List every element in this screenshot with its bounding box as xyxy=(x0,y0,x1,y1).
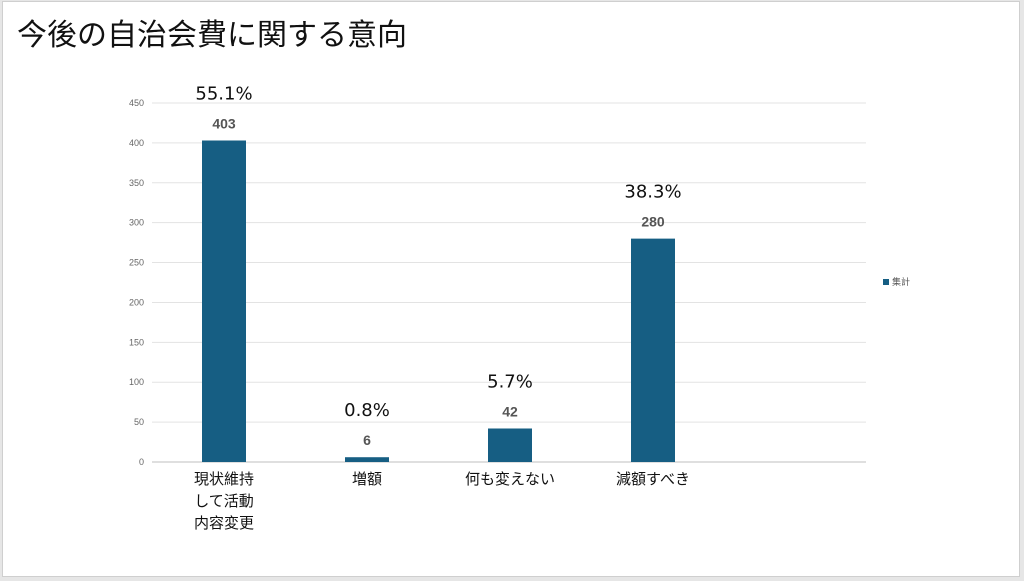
y-tick-label: 450 xyxy=(129,98,144,108)
percent-label: 0.8% xyxy=(344,400,390,421)
bar xyxy=(488,428,532,462)
chart-title: 今後の自治会費に関する意向 xyxy=(17,18,407,53)
category-label: 何も変えない xyxy=(465,470,555,488)
category-label: 増額 xyxy=(352,470,382,488)
data-label: 403 xyxy=(212,115,236,131)
bar xyxy=(202,140,246,463)
y-tick-label: 250 xyxy=(129,258,144,268)
percent-label: 55.1% xyxy=(195,83,252,104)
percent-label: 5.7% xyxy=(487,371,533,392)
category-label: 減額すべき xyxy=(616,470,690,488)
y-tick-label: 200 xyxy=(129,297,144,307)
bar xyxy=(345,457,389,462)
data-label: 6 xyxy=(363,432,371,448)
category-label: して活動 xyxy=(194,492,254,510)
category-label: 現状維持 xyxy=(194,470,254,488)
y-tick-label: 400 xyxy=(129,138,144,148)
y-tick-label: 300 xyxy=(129,218,144,228)
category-label: 内容変更 xyxy=(194,514,254,532)
y-tick-label: 150 xyxy=(129,337,144,347)
data-label: 42 xyxy=(502,403,518,419)
legend-label: 集計 xyxy=(892,276,910,288)
y-tick-label: 0 xyxy=(139,457,144,467)
percent-label: 38.3% xyxy=(624,182,681,203)
y-tick-label: 350 xyxy=(129,178,144,188)
data-label: 280 xyxy=(641,214,665,230)
bar xyxy=(631,238,675,462)
legend-swatch xyxy=(883,279,889,285)
y-tick-label: 100 xyxy=(129,377,144,387)
y-tick-label: 50 xyxy=(134,417,144,427)
